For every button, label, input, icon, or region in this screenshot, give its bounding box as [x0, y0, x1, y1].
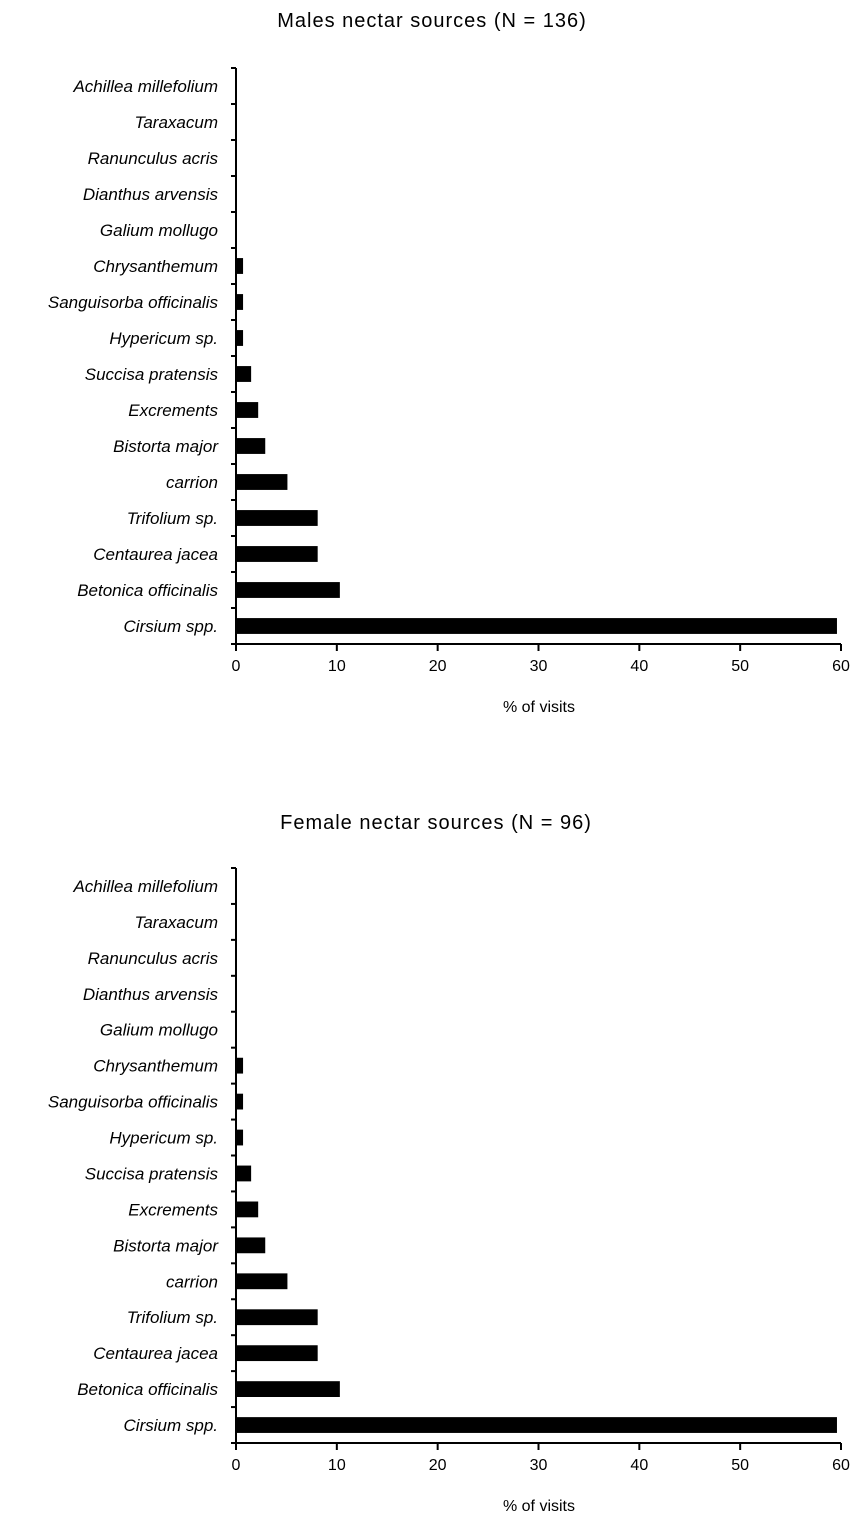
chart-title: Female nectar sources (N = 96) [280, 812, 592, 834]
x-axis-label: % of visits [503, 699, 575, 716]
bar [236, 1237, 266, 1254]
x-tick-label: 60 [832, 1457, 850, 1474]
category-label: Hypericum sp. [109, 329, 218, 348]
x-axis-label: % of visits [503, 1498, 575, 1515]
males-nectar-chart: Males nectar sources (N = 136) 0 10 20 30 40… [48, 10, 850, 716]
x-tick-label: 30 [530, 658, 548, 675]
category-label: Cirsium spp. [124, 1416, 218, 1435]
category-label: Sanguisorba officinalis [48, 293, 219, 312]
category-label: Excrements [128, 1200, 218, 1219]
category-label: Succisa pratensis [85, 365, 219, 384]
x-tick-label: 20 [429, 1457, 447, 1474]
category-label: carrion [166, 1272, 218, 1291]
chart-title: Males nectar sources (N = 136) [277, 10, 587, 32]
x-tick-label: 50 [731, 1457, 749, 1474]
category-label: Chrysanthemum [93, 257, 218, 276]
x-tick-label: 60 [832, 658, 850, 675]
category-label: Hypericum sp. [109, 1129, 218, 1148]
bar [236, 330, 244, 346]
category-label: Cirsium spp. [124, 617, 218, 636]
category-label: Dianthus arvensis [83, 185, 219, 204]
category-label: Betonica officinalis [77, 1380, 218, 1399]
category-label: Excrements [128, 401, 218, 420]
bar [236, 258, 244, 274]
bar [236, 1381, 340, 1397]
category-label: Achillea millefolium [72, 77, 218, 96]
bar [236, 1417, 837, 1433]
bar [236, 1201, 259, 1218]
category-label: Taraxacum [135, 913, 218, 932]
bar [236, 1273, 288, 1290]
category-label: Centaurea jacea [93, 1344, 218, 1363]
category-label: Betonica officinalis [77, 581, 218, 600]
category-label: Ranunculus acris [88, 949, 219, 968]
bar [236, 1057, 244, 1074]
bar [236, 438, 266, 454]
category-label: Ranunculus acris [88, 149, 219, 168]
category-label: Succisa pratensis [85, 1164, 219, 1183]
category-label: Trifolium sp. [127, 509, 218, 528]
x-tick-label: 40 [630, 1457, 648, 1474]
category-label: Trifolium sp. [127, 1308, 218, 1327]
category-label: Bistorta major [113, 437, 219, 456]
category-label: Centaurea jacea [93, 545, 218, 564]
bar [236, 582, 340, 598]
x-tick-label: 40 [630, 658, 648, 675]
bar [236, 1309, 318, 1326]
category-label: Taraxacum [135, 113, 218, 132]
category-label: Galium mollugo [100, 1021, 218, 1040]
bar [236, 1129, 244, 1146]
bar [236, 366, 252, 382]
plot-area: 0 10 20 30 40 50 60 Achillea millefolium Taraxac… [48, 867, 850, 1474]
category-label: Chrysanthemum [93, 1057, 218, 1076]
x-tick-label: 50 [731, 658, 749, 675]
category-label: carrion [166, 473, 218, 492]
female-nectar-chart: Female nectar sources (N = 96) 0 10 20 30 40… [48, 812, 850, 1515]
category-label: Galium mollugo [100, 221, 218, 240]
bar [236, 294, 244, 310]
plot-area: 0 10 20 30 40 50 60 Achillea millefolium Taraxac… [48, 67, 850, 675]
x-tick-label: 0 [232, 658, 241, 675]
bar [236, 474, 288, 490]
bar [236, 1165, 252, 1182]
category-label: Bistorta major [113, 1236, 219, 1255]
bar [236, 546, 318, 562]
bar [236, 1345, 318, 1362]
bar [236, 618, 837, 634]
bar [236, 1093, 244, 1110]
bar [236, 510, 318, 526]
x-tick-label: 10 [328, 1457, 346, 1474]
x-tick-label: 20 [429, 658, 447, 675]
x-tick-label: 30 [530, 1457, 548, 1474]
category-label: Sanguisorba officinalis [48, 1093, 219, 1112]
category-label: Achillea millefolium [72, 877, 218, 896]
bar [236, 402, 259, 418]
x-tick-label: 10 [328, 658, 346, 675]
x-tick-label: 0 [232, 1457, 241, 1474]
category-label: Dianthus arvensis [83, 985, 219, 1004]
